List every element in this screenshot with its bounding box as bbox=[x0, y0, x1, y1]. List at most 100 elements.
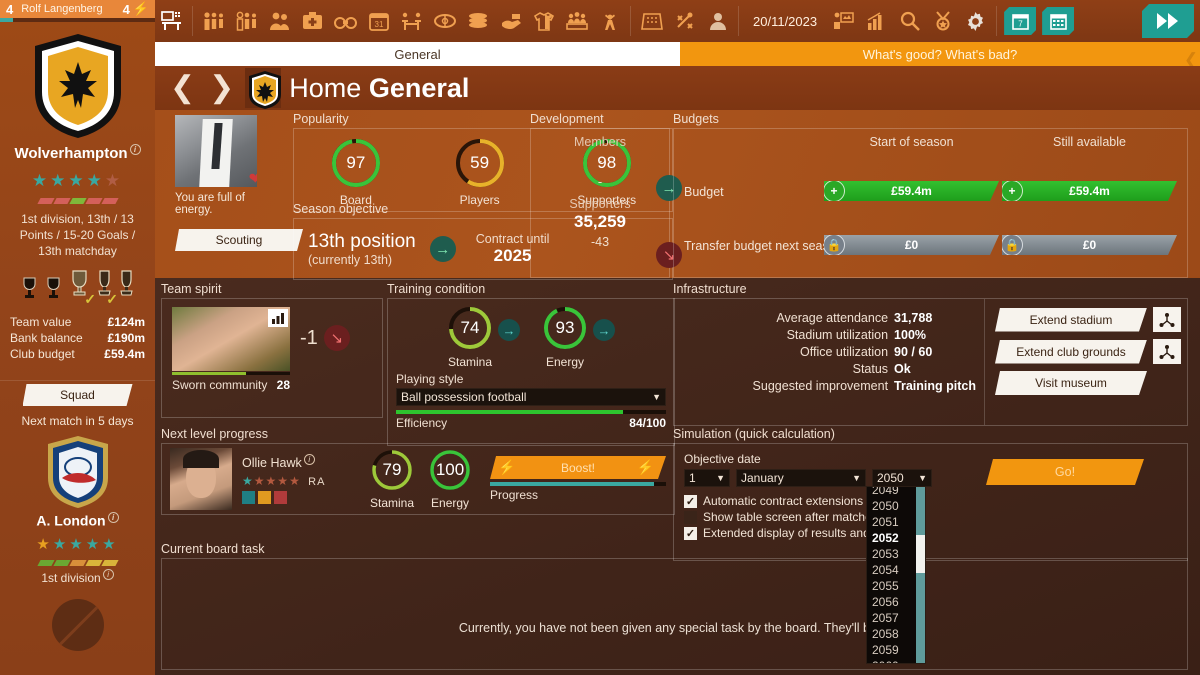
info-banner[interactable]: What's good? What's bad? ❮ bbox=[680, 42, 1200, 66]
energy-bolt-icon: ⚡ bbox=[132, 1, 149, 16]
extend-stadium-button[interactable]: Extend stadium bbox=[995, 308, 1147, 332]
opponent-info-icon[interactable]: i bbox=[107, 512, 119, 523]
stadium-plan-icon[interactable] bbox=[1153, 307, 1181, 332]
members-trend-button[interactable]: → bbox=[656, 175, 682, 201]
opponent-division-info-icon[interactable]: i bbox=[102, 568, 114, 580]
team-spirit-chart-icon[interactable] bbox=[268, 309, 288, 327]
reserves-icon[interactable] bbox=[230, 0, 263, 42]
medical-icon[interactable] bbox=[296, 0, 329, 42]
stadium-icon[interactable] bbox=[635, 0, 668, 42]
checkbox-unchecked-icon bbox=[684, 510, 697, 524]
squad-team-icon[interactable] bbox=[197, 0, 230, 42]
team-spirit-trend-button[interactable]: ↘ bbox=[323, 325, 350, 351]
news-icon[interactable] bbox=[827, 0, 860, 42]
nav-forward-button[interactable]: ❯ bbox=[209, 71, 235, 104]
chevron-down-icon: ▼ bbox=[918, 473, 927, 483]
player-profile-icon[interactable] bbox=[701, 0, 734, 42]
budget-bar-available[interactable]: + £59.4m bbox=[1002, 181, 1177, 201]
calendar-month-icon[interactable] bbox=[1042, 7, 1074, 35]
scouting-button[interactable]: Scouting bbox=[175, 229, 303, 251]
infra-value: Training pitch bbox=[894, 378, 976, 393]
list-item[interactable]: 2051 bbox=[872, 515, 899, 529]
manager-photo[interactable]: ❤ bbox=[175, 115, 257, 187]
search-icon[interactable] bbox=[893, 0, 926, 42]
year-select[interactable]: 2050 ▼ bbox=[872, 469, 932, 487]
transfer-budget-bar-available[interactable]: 🔒 £0 bbox=[1002, 235, 1177, 255]
boost-button[interactable]: ⚡ Boost! ⚡ bbox=[490, 456, 666, 479]
list-item[interactable]: 2059 bbox=[872, 643, 899, 657]
list-item[interactable]: 2049 bbox=[872, 486, 899, 497]
month-select[interactable]: January ▼ bbox=[736, 469, 866, 487]
checkbox-auto-contract[interactable]: ✓ Automatic contract extensions bbox=[684, 494, 1177, 508]
checkbox-show-table[interactable]: Show table screen after matches bbox=[684, 510, 1177, 524]
year-dropdown-scrollbar[interactable] bbox=[916, 487, 925, 663]
list-item[interactable]: 2054 bbox=[872, 563, 899, 577]
popularity-ring-supporters[interactable]: 98 Supporters bbox=[577, 137, 636, 207]
visit-museum-button[interactable]: Visit museum bbox=[995, 371, 1147, 395]
team-spirit-photo[interactable]: Sworn community 28 bbox=[172, 307, 290, 392]
energy-detail-button[interactable]: → bbox=[593, 319, 615, 341]
day-select[interactable]: 1 ▼ bbox=[684, 469, 730, 487]
club-star-rating: ★★★★★ bbox=[31, 171, 124, 190]
player-photo[interactable] bbox=[170, 448, 232, 510]
list-item[interactable]: 2055 bbox=[872, 579, 899, 593]
board-meeting-icon[interactable] bbox=[560, 0, 593, 42]
transfers-hand-icon[interactable] bbox=[494, 0, 527, 42]
awards-icon[interactable] bbox=[926, 0, 959, 42]
next-level-section: Next level progress Ollie Hawk i ★★★★★ RA bbox=[161, 427, 675, 515]
office-desk-icon[interactable] bbox=[155, 0, 188, 42]
squad-button[interactable]: Squad bbox=[23, 384, 133, 406]
year-value: 2050 bbox=[877, 471, 904, 485]
club-grounds-plan-icon[interactable] bbox=[1153, 339, 1181, 364]
list-item[interactable]: 2056 bbox=[872, 595, 899, 609]
go-button[interactable]: Go! bbox=[986, 459, 1144, 485]
efficiency-value: 84/100 bbox=[629, 416, 666, 430]
stamina-detail-button[interactable]: → bbox=[498, 319, 520, 341]
club-info-icon[interactable]: i bbox=[129, 144, 141, 155]
list-item[interactable]: 2057 bbox=[872, 611, 899, 625]
finances-coins-icon[interactable] bbox=[461, 0, 494, 42]
player-ring-stamina[interactable]: 79 Stamina bbox=[370, 448, 414, 510]
list-item[interactable]: 2053 bbox=[872, 547, 899, 561]
scouting-binoculars-icon[interactable] bbox=[329, 0, 362, 42]
opponent-crest[interactable] bbox=[45, 434, 111, 510]
tab-general[interactable]: General bbox=[155, 42, 680, 66]
objective-detail-button[interactable]: → bbox=[429, 236, 456, 262]
progress-bar bbox=[490, 482, 666, 486]
training-ring-stamina[interactable]: 74 Stamina bbox=[447, 305, 493, 369]
player-ring-energy[interactable]: 100 Energy bbox=[428, 448, 472, 510]
stadium-pitch-icon[interactable] bbox=[428, 0, 461, 42]
statistics-icon[interactable] bbox=[860, 0, 893, 42]
popularity-ring-board[interactable]: 97 Board bbox=[330, 137, 382, 207]
budget-bar-start[interactable]: + £59.4m bbox=[824, 181, 999, 201]
staff-icon[interactable] bbox=[263, 0, 296, 42]
finance-value: £124m bbox=[107, 315, 145, 329]
nav-back-button[interactable]: ❮ bbox=[170, 71, 196, 104]
kit-shirt-icon[interactable] bbox=[527, 0, 560, 42]
settings-gear-icon[interactable] bbox=[959, 0, 992, 42]
progress-label: Progress bbox=[490, 488, 539, 502]
popularity-ring-players[interactable]: 59 Players bbox=[454, 137, 506, 207]
list-item-selected[interactable]: 2052 bbox=[872, 531, 899, 545]
calendar-icon[interactable]: 31 bbox=[362, 0, 395, 42]
tactics-icon[interactable] bbox=[668, 0, 701, 42]
supporters-trend-button[interactable]: ↘ bbox=[656, 242, 682, 268]
fast-forward-button[interactable] bbox=[1142, 4, 1194, 38]
player-info-icon[interactable]: i bbox=[303, 454, 315, 466]
list-item[interactable]: 2050 bbox=[872, 499, 899, 513]
transfer-budget-bar-start[interactable]: 🔒 £0 bbox=[824, 235, 999, 255]
calendar-week-icon[interactable]: 7 bbox=[1004, 7, 1036, 35]
year-dropdown-list[interactable]: 2049 2050 2051 2052 2053 2054 2055 2056 … bbox=[866, 486, 926, 664]
trophy-icon bbox=[119, 269, 134, 300]
training-ring-energy[interactable]: 93 Energy bbox=[542, 305, 588, 369]
list-item[interactable]: 2058 bbox=[872, 627, 899, 641]
list-item[interactable]: 2060 bbox=[867, 658, 925, 663]
celebration-icon[interactable] bbox=[593, 0, 626, 42]
checkbox-extended-display[interactable]: ✓ Extended display of results and tables bbox=[684, 526, 1177, 540]
club-crest[interactable] bbox=[31, 32, 125, 140]
training-icon[interactable] bbox=[395, 0, 428, 42]
playing-style-select[interactable]: Ball possession football ▼ bbox=[396, 388, 666, 406]
extend-club-grounds-button[interactable]: Extend club grounds bbox=[995, 340, 1147, 364]
manager-bar[interactable]: 4 Rolf Langenberg 4 ⚡ bbox=[0, 0, 155, 18]
contract-year: 2025 bbox=[493, 246, 532, 265]
